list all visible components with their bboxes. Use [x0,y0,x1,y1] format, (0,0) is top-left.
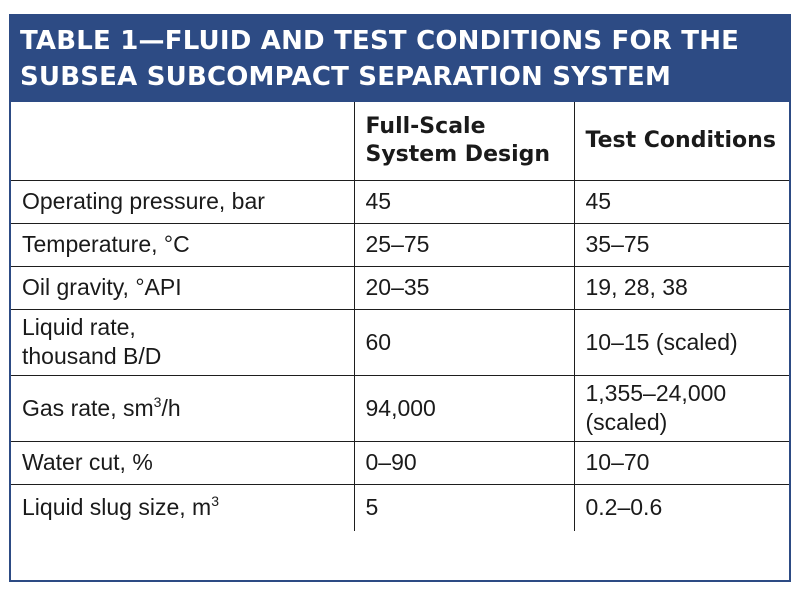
table-title-line-2: SUBSEA SUBCOMPACT SEPARATION SYSTEM [20,62,672,92]
test-value: 10–70 [573,440,789,485]
table-row: Liquid slug size, m3 5 0.2–0.6 [11,483,789,531]
table-title-line-1: TABLE 1—FLUID AND TEST CONDITIONS FOR TH… [20,26,740,56]
conditions-table: Full-Scale System Design Test Conditions… [11,102,789,531]
table-frame: TABLE 1—FLUID AND TEST CONDITIONS FOR TH… [9,14,791,582]
test-value: 10–15 (scaled) [573,308,789,376]
table-row: Oil gravity, °API 20–35 19, 28, 38 [11,265,789,310]
superscript: 3 [153,393,162,410]
row-label: Water cut, % [11,440,355,485]
table-row: Operating pressure, bar 45 45 [11,179,789,224]
table-row: Liquid rate, thousand B/D 60 10–15 (scal… [11,308,789,376]
table-title: TABLE 1—FLUID AND TEST CONDITIONS FOR TH… [11,16,789,102]
row-label: Temperature, °C [11,222,355,267]
row-label-line-1: Liquid rate, [22,314,136,340]
header-cell-empty [11,102,355,181]
test-value-line-2: (scaled) [585,409,668,435]
design-value: 25–75 [353,222,575,267]
header-cell-design: Full-Scale System Design [353,102,575,181]
header-design-line-2: System Design [365,141,551,167]
row-label-line-2: thousand B/D [22,343,162,369]
test-value: 35–75 [573,222,789,267]
test-value: 0.2–0.6 [573,483,789,531]
test-value: 45 [573,179,789,224]
design-value: 5 [353,483,575,531]
row-label: Oil gravity, °API [11,265,355,310]
row-label-text: Gas rate, sm [22,394,154,421]
header-design-line-1: Full-Scale [365,113,486,139]
row-label: Gas rate, sm3/h [11,374,355,442]
header-test-label: Test Conditions [585,127,776,153]
design-value: 0–90 [353,440,575,485]
row-label: Liquid slug size, m3 [11,483,355,531]
superscript: 3 [211,493,219,510]
row-label-suffix: /h [161,394,181,421]
test-value-line-1: 1,355–24,000 [585,380,727,406]
test-value: 1,355–24,000 (scaled) [573,374,789,442]
design-value: 20–35 [353,265,575,310]
design-value: 60 [353,308,575,376]
table-row: Temperature, °C 25–75 35–75 [11,222,789,267]
design-value: 94,000 [353,374,575,442]
table-row: Water cut, % 0–90 10–70 [11,440,789,485]
design-value: 45 [353,179,575,224]
table-row: Gas rate, sm3/h 94,000 1,355–24,000 (sca… [11,374,789,442]
row-label: Liquid rate, thousand B/D [11,308,355,376]
row-label-text: Liquid slug size, m [22,494,212,521]
test-value: 19, 28, 38 [573,265,789,310]
row-label: Operating pressure, bar [11,179,355,224]
header-cell-test: Test Conditions [573,102,789,181]
header-row: Full-Scale System Design Test Conditions [11,102,789,181]
